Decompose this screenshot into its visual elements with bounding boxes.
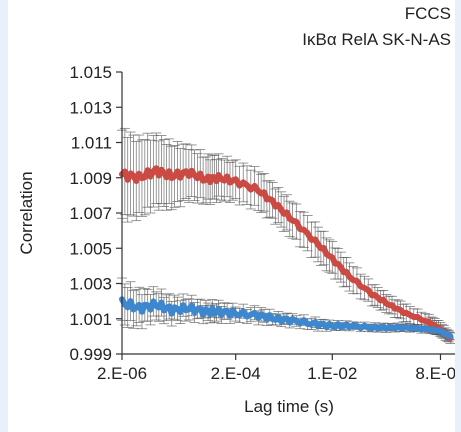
y-axis-label: Correlation bbox=[17, 171, 36, 254]
chart-frame: FCCS IκBα RelA SK-N-AS 0.999 1.001 1.003 1.… bbox=[8, 0, 455, 432]
correlation-plot: 0.999 1.001 1.003 1.005 1.007 1.009 1.011 1.013… bbox=[17, 63, 455, 416]
y-tick-label: 1.005 bbox=[69, 239, 112, 258]
chart-subtitle: IκBα RelA SK-N-AS bbox=[302, 30, 451, 49]
y-tick-label: 1.001 bbox=[69, 310, 112, 329]
x-axis-ticks: 2.E-06 2.E-04 1.E-02 8.E-01 bbox=[97, 354, 455, 383]
chart-title: FCCS bbox=[404, 4, 451, 23]
y-tick-label: 1.011 bbox=[71, 134, 112, 153]
series-line-1 bbox=[119, 165, 454, 342]
y-tick-label: 1.003 bbox=[69, 275, 112, 294]
y-tick-label: 1.009 bbox=[69, 169, 112, 188]
series-line-2 bbox=[119, 296, 454, 340]
y-tick-label: 0.999 bbox=[69, 345, 112, 364]
x-tick-label: 1.E-02 bbox=[307, 364, 357, 383]
series-lines bbox=[119, 165, 454, 342]
x-tick-label: 8.E-01 bbox=[415, 364, 455, 383]
x-axis-label: Lag time (s) bbox=[244, 397, 334, 416]
x-tick-label: 2.E-06 bbox=[97, 364, 147, 383]
x-tick-label: 2.E-04 bbox=[211, 364, 261, 383]
y-tick-label: 1.015 bbox=[69, 63, 112, 82]
y-tick-label: 1.013 bbox=[69, 98, 112, 117]
y-axis-ticks: 0.999 1.001 1.003 1.005 1.007 1.009 1.011 1.013… bbox=[69, 63, 122, 364]
y-tick-label: 1.007 bbox=[69, 204, 112, 223]
